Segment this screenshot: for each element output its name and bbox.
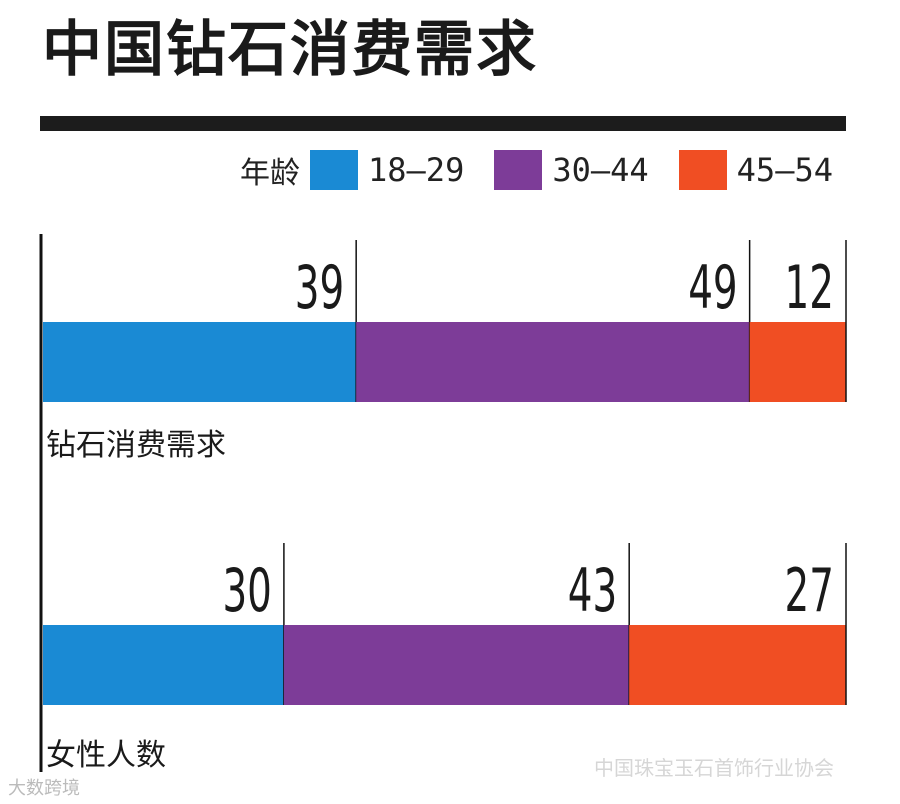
bar-45-54-row-1 [629,625,846,705]
legend-label: 45–54 [736,151,833,189]
title-rule [40,116,846,131]
bar-18-29-row-1 [43,625,284,705]
chart-title: 中国钻石消费需求 [42,15,538,85]
legend-swatch [678,150,727,190]
legend-item-30-44: 30–44 [494,150,649,190]
data-label: 12 [785,253,834,323]
legend-title: 年龄 [240,156,300,191]
legend-swatch [310,150,358,190]
data-label: 27 [785,556,834,626]
data-label: 30 [222,556,271,626]
data-label: 39 [295,253,344,323]
bar-30-44-row-0 [356,322,750,402]
legend-item-18-29: 18–29 [310,150,464,190]
legend-label: 18–29 [368,151,465,189]
bar-30-44-row-1 [283,625,630,705]
bar-18-29-row-0 [43,322,357,402]
bar-45-54-row-0 [749,322,846,402]
watermark-right: 中国珠宝玉石首饰行业协会 [594,756,834,780]
data-label: 43 [568,556,617,626]
data-label: 49 [688,253,737,323]
legend-item-45-54: 45–54 [678,150,833,190]
legend: 年龄 18–29 30–44 45–54 [240,148,833,192]
legend-swatch [494,150,543,190]
legend-label: 30–44 [552,151,649,189]
category-label-diamond-demand: 钻石消费需求 [46,428,226,463]
watermark-left: 大数跨境 [8,778,80,799]
category-label-female-count: 女性人数 [46,738,166,773]
